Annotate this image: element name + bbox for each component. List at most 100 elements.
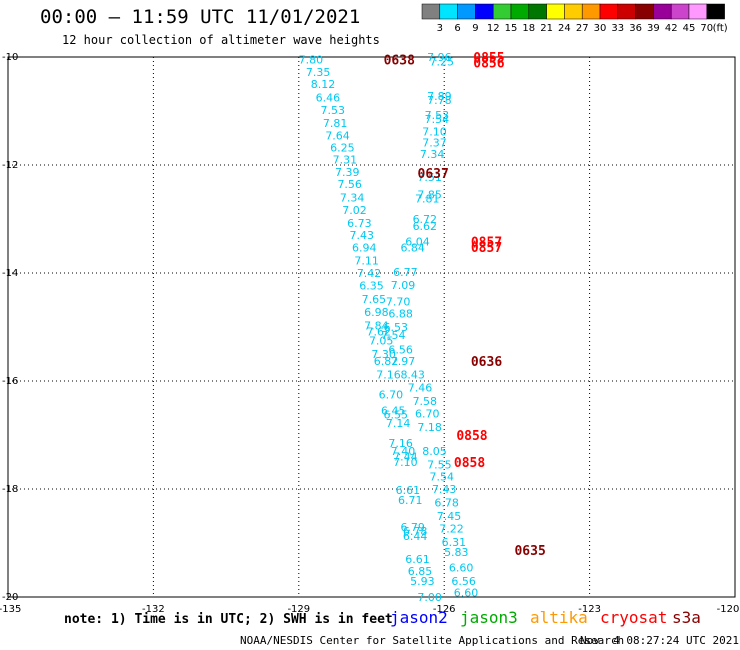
wave-height-label: 7.40 <box>391 445 416 458</box>
satellite-name-jason2: jason2 <box>390 608 448 627</box>
wave-height-label: 7.35 <box>306 66 331 79</box>
wave-height-label: 6.72 <box>413 213 438 226</box>
legend-bin-label: 12 <box>487 23 500 34</box>
wave-height-label: 7.10 <box>422 126 447 139</box>
legend-swatch <box>581 3 601 20</box>
wave-height-label: 7.51 <box>417 171 442 184</box>
wave-height-label: 7.16 <box>376 369 401 382</box>
wave-height-label: 6.56 <box>451 575 476 588</box>
wave-height-label: 7.45 <box>437 510 462 523</box>
wave-height-label: 6.25 <box>330 142 355 155</box>
wave-height-label: 7.11 <box>354 255 379 268</box>
legend-swatch <box>599 3 619 20</box>
wave-height-label: 6.04 <box>405 236 430 249</box>
wave-height-label: 7.55 <box>427 459 452 472</box>
wave-height-label: 7.97 <box>391 355 416 368</box>
x-tick-label: -135 <box>0 604 21 615</box>
pass-time-label: 0636 <box>471 355 502 370</box>
wave-height-label: 7.22 <box>439 522 464 535</box>
y-tick-label: -10 <box>2 52 18 63</box>
wave-height-label: 6.79 <box>400 521 425 534</box>
wave-height-label: 6.70 <box>379 389 404 402</box>
credit-line: NOAA/NESDIS Center for Satellite Applica… <box>240 634 625 647</box>
legend-swatch <box>528 3 547 20</box>
x-tick-label: -120 <box>717 604 740 615</box>
wave-height-label: 6.45 <box>381 405 406 418</box>
wave-height-label: 6.61 <box>396 484 421 497</box>
wave-height-label: 7.81 <box>415 192 440 205</box>
wave-height-label: 6.55 <box>383 408 408 421</box>
wave-height-label: 6.35 <box>359 279 384 292</box>
wave-height-label: 7.14 <box>386 417 411 430</box>
wave-height-label: 7.30 <box>371 348 396 361</box>
legend-swatch <box>457 3 476 20</box>
wave-height-label: 7.42 <box>357 267 382 280</box>
y-tick-label: -12 <box>2 160 18 171</box>
legend-swatch <box>706 3 725 20</box>
wave-height-label: 7.54 <box>425 113 450 126</box>
legend-swatch <box>635 3 654 20</box>
legend-swatch <box>688 3 708 20</box>
legend-bin-label: 6 <box>454 23 460 34</box>
y-tick-label: -14 <box>2 268 18 279</box>
legend-bin-label: 27 <box>576 23 589 34</box>
wave-height-label: 7.46 <box>408 381 433 394</box>
pass-time-label: 0857 <box>471 241 502 256</box>
legend-bin-label: 18 <box>522 23 535 34</box>
legend-swatch <box>670 3 690 20</box>
wave-height-label: 6.88 <box>388 308 413 321</box>
legend-bin-label: 33 <box>611 23 624 34</box>
wave-height-label: 6.53 <box>383 321 408 334</box>
wave-height-label: 7.84 <box>364 319 389 332</box>
legend-swatch <box>564 3 583 20</box>
legend-swatch <box>439 3 458 20</box>
wave-height-label: 7.64 <box>325 129 350 142</box>
satellite-name-altika: altika <box>530 608 588 627</box>
legend-bin-label: 3 <box>437 23 443 34</box>
wave-height-label: 7.10 <box>393 456 418 469</box>
wave-height-label: 7.44 <box>393 451 418 464</box>
wave-height-label: 6.44 <box>403 530 428 543</box>
wave-height-label: 7.80 <box>299 54 324 67</box>
wave-height-label: 6.78 <box>403 525 428 538</box>
legend-bin-label: 30 <box>594 23 607 34</box>
wave-height-label: 6.46 <box>316 92 341 105</box>
wave-height-label: 7.89 <box>427 90 452 103</box>
y-tick-label: -20 <box>2 592 18 603</box>
legend-swatch <box>653 3 672 20</box>
wave-height-label: 7.65 <box>362 293 387 306</box>
pass-time-label: 0635 <box>514 544 545 559</box>
wave-height-label: 6.77 <box>393 266 418 279</box>
legend-swatch <box>510 3 530 20</box>
wave-height-label: 7.31 <box>333 154 358 167</box>
wave-height-label: 7.96 <box>427 51 452 64</box>
satellite-name-s3a: s3a <box>672 608 701 627</box>
wave-height-label: 7.78 <box>427 94 452 107</box>
wave-height-label: 7.00 <box>417 591 442 604</box>
pass-time-label: 0637 <box>418 167 449 182</box>
wave-height-label: 7.09 <box>391 279 416 292</box>
legend-swatch <box>617 3 636 20</box>
wave-height-label: 7.70 <box>386 296 411 309</box>
wave-height-label: 6.60 <box>454 587 479 600</box>
wave-height-label: 6.82 <box>374 355 399 368</box>
legend-bin-label: 15 <box>505 23 518 34</box>
x-tick-label: -132 <box>142 604 165 615</box>
wave-height-label: 6.84 <box>400 242 425 255</box>
wave-height-label: 7.34 <box>420 148 445 161</box>
wave-height-label: 5.83 <box>444 546 469 559</box>
wave-height-label: 7.62 <box>367 325 392 338</box>
legend-bin-label: 39 <box>647 23 660 34</box>
pass-time-label: 0858 <box>454 456 485 471</box>
wave-height-label: 7.54 <box>430 471 455 484</box>
wave-height-label: 5.93 <box>410 575 435 588</box>
page-subtitle: 12 hour collection of altimeter wave hei… <box>62 33 380 47</box>
wave-height-label: 8.12 <box>311 78 336 91</box>
wave-height-label: 8.05 <box>422 445 447 458</box>
plot-frame <box>7 56 736 598</box>
wave-height-label: 7.43 <box>350 229 375 242</box>
x-tick-label: -123 <box>578 604 601 615</box>
wave-height-label: 7.34 <box>340 191 365 204</box>
legend-swatch <box>475 3 494 20</box>
wave-height-label: 6.85 <box>408 565 433 578</box>
